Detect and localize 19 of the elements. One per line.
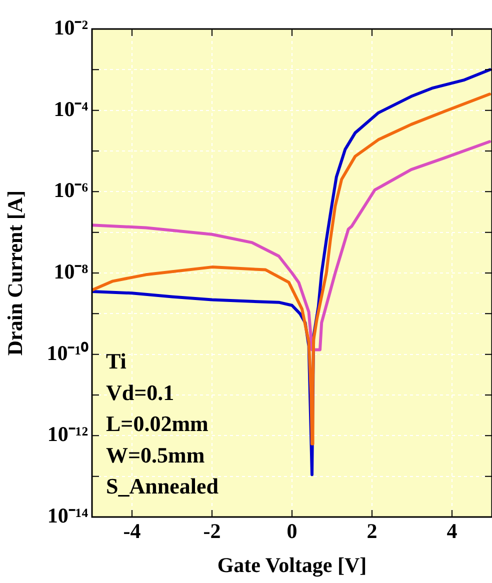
x-tick-label: 0: [286, 519, 298, 544]
x-tick-label: -2: [203, 519, 221, 544]
y-axis-title: Drain Current [A]: [3, 190, 28, 356]
x-tick-label: 4: [446, 519, 458, 544]
y-tick-label: 10⁻⁴: [54, 96, 89, 121]
x-tick-label: -4: [123, 519, 142, 544]
y-tick-label: 10⁻⁸: [54, 259, 88, 284]
annotation: Vd=0.1: [106, 380, 174, 405]
annotation: S_Annealed: [106, 474, 218, 499]
y-tick-label: 10⁻²: [54, 15, 88, 40]
y-tick-label: 10⁻¹²: [47, 422, 88, 446]
y-tick-label: 10⁻⁶: [54, 178, 88, 202]
y-tick-label: 10⁻¹⁴: [47, 503, 89, 528]
annotation: W=0.5mm: [106, 442, 205, 468]
annotation: L=0.02mm: [106, 411, 208, 436]
x-tick-label: 2: [366, 519, 378, 544]
annotation: Ti: [106, 348, 126, 374]
y-tick-label: 10⁻¹⁰: [46, 340, 89, 365]
x-axis-title: Gate Voltage [V]: [217, 552, 367, 577]
